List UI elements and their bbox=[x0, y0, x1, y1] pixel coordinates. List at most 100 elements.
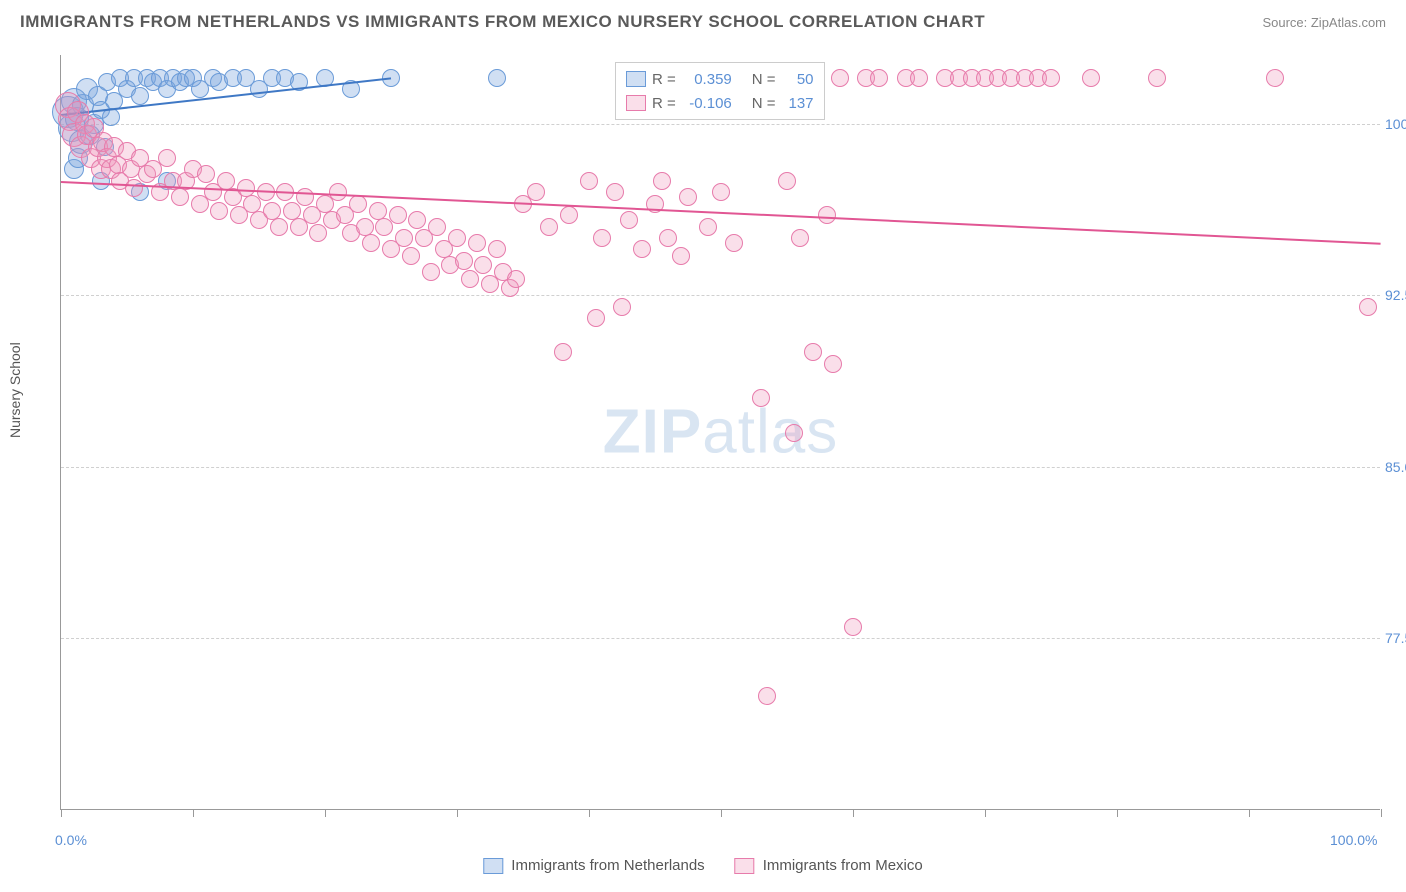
x-tick bbox=[1117, 809, 1118, 817]
data-point bbox=[125, 179, 143, 197]
data-point bbox=[428, 218, 446, 236]
legend-row: R = -0.106 N = 137 bbox=[626, 91, 814, 115]
data-point bbox=[1042, 69, 1060, 87]
data-point bbox=[131, 87, 149, 105]
data-point bbox=[725, 234, 743, 252]
data-point bbox=[712, 183, 730, 201]
data-point bbox=[448, 229, 466, 247]
data-point bbox=[197, 165, 215, 183]
x-tick bbox=[193, 809, 194, 817]
x-min-label: 0.0% bbox=[55, 832, 87, 848]
data-point bbox=[527, 183, 545, 201]
legend-row: R = 0.359 N = 50 bbox=[626, 67, 814, 91]
data-point bbox=[831, 69, 849, 87]
y-tick-label: 85.0% bbox=[1385, 459, 1406, 475]
x-tick bbox=[1381, 809, 1382, 817]
data-point bbox=[778, 172, 796, 190]
x-tick bbox=[853, 809, 854, 817]
data-point bbox=[488, 69, 506, 87]
legend-swatch bbox=[626, 71, 646, 87]
y-tick-label: 100.0% bbox=[1385, 116, 1406, 132]
legend-n-value: 137 bbox=[782, 95, 814, 112]
data-point bbox=[910, 69, 928, 87]
data-point bbox=[402, 247, 420, 265]
data-point bbox=[554, 343, 572, 361]
data-point bbox=[158, 149, 176, 167]
data-point bbox=[659, 229, 677, 247]
data-point bbox=[791, 229, 809, 247]
data-point bbox=[296, 188, 314, 206]
data-point bbox=[593, 229, 611, 247]
data-point bbox=[488, 240, 506, 258]
data-point bbox=[699, 218, 717, 236]
legend-n-label: N = bbox=[752, 95, 776, 112]
y-axis-label: Nursery School bbox=[7, 342, 23, 438]
source-label: Source: ZipAtlas.com bbox=[1262, 15, 1386, 30]
legend-item: Immigrants from Mexico bbox=[735, 857, 923, 874]
stats-legend-box: R = 0.359 N = 50 R = -0.106 N = 137 bbox=[615, 62, 825, 120]
x-tick bbox=[589, 809, 590, 817]
data-point bbox=[329, 183, 347, 201]
data-point bbox=[613, 298, 631, 316]
data-point bbox=[606, 183, 624, 201]
data-point bbox=[408, 211, 426, 229]
legend-r-label: R = bbox=[652, 71, 676, 88]
data-point bbox=[270, 218, 288, 236]
x-tick bbox=[1249, 809, 1250, 817]
data-point bbox=[679, 188, 697, 206]
data-point bbox=[752, 389, 770, 407]
data-point bbox=[362, 234, 380, 252]
x-tick bbox=[721, 809, 722, 817]
data-point bbox=[507, 270, 525, 288]
data-point bbox=[540, 218, 558, 236]
legend-r-value: 0.359 bbox=[682, 71, 732, 88]
y-tick-label: 92.5% bbox=[1385, 287, 1406, 303]
data-point bbox=[1266, 69, 1284, 87]
legend-item: Immigrants from Netherlands bbox=[483, 857, 704, 874]
data-point bbox=[758, 687, 776, 705]
data-point bbox=[633, 240, 651, 258]
data-point bbox=[587, 309, 605, 327]
data-point bbox=[474, 256, 492, 274]
data-point bbox=[870, 69, 888, 87]
legend-r-value: -0.106 bbox=[682, 95, 732, 112]
data-point bbox=[389, 206, 407, 224]
data-point bbox=[1082, 69, 1100, 87]
series-legend: Immigrants from Netherlands Immigrants fr… bbox=[483, 857, 922, 874]
grid-line bbox=[61, 124, 1380, 125]
y-tick-label: 77.5% bbox=[1385, 630, 1406, 646]
data-point bbox=[422, 263, 440, 281]
data-point bbox=[653, 172, 671, 190]
chart-plot-area: ZIPatlas 100.0%92.5%85.0%77.5% bbox=[60, 55, 1380, 810]
x-tick bbox=[61, 809, 62, 817]
x-tick bbox=[985, 809, 986, 817]
legend-n-value: 50 bbox=[782, 71, 814, 88]
chart-title: IMMIGRANTS FROM NETHERLANDS VS IMMIGRANT… bbox=[20, 12, 985, 32]
data-point bbox=[844, 618, 862, 636]
data-point bbox=[1359, 298, 1377, 316]
grid-line bbox=[61, 467, 1380, 468]
legend-r-label: R = bbox=[652, 95, 676, 112]
x-tick bbox=[457, 809, 458, 817]
data-point bbox=[210, 202, 228, 220]
legend-n-label: N = bbox=[752, 71, 776, 88]
legend-label: Immigrants from Netherlands bbox=[511, 857, 704, 874]
data-point bbox=[349, 195, 367, 213]
legend-swatch bbox=[626, 95, 646, 111]
data-point bbox=[804, 343, 822, 361]
legend-label: Immigrants from Mexico bbox=[763, 857, 923, 874]
data-point bbox=[309, 224, 327, 242]
data-point bbox=[395, 229, 413, 247]
data-point bbox=[455, 252, 473, 270]
data-point bbox=[580, 172, 598, 190]
grid-line bbox=[61, 638, 1380, 639]
data-point bbox=[1148, 69, 1166, 87]
data-point bbox=[672, 247, 690, 265]
data-point bbox=[461, 270, 479, 288]
x-max-label: 100.0% bbox=[1330, 832, 1377, 848]
data-point bbox=[818, 206, 836, 224]
data-point bbox=[824, 355, 842, 373]
x-tick bbox=[325, 809, 326, 817]
data-point bbox=[785, 424, 803, 442]
legend-swatch bbox=[735, 858, 755, 874]
